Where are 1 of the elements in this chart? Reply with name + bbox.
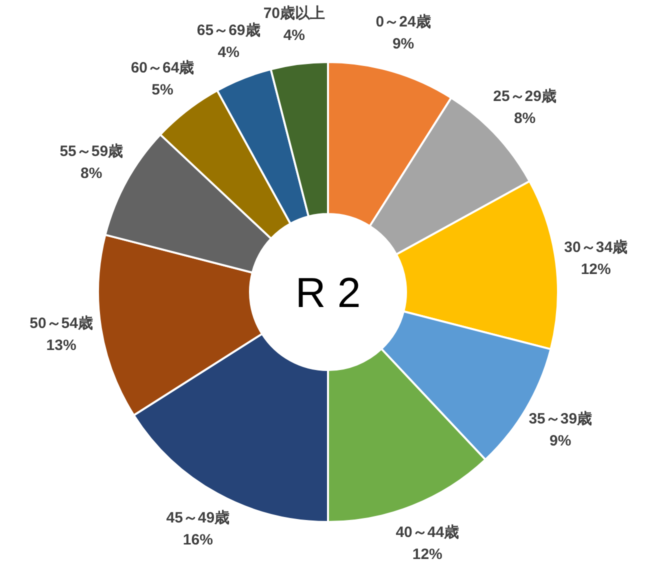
title: R 2 xyxy=(295,269,361,316)
